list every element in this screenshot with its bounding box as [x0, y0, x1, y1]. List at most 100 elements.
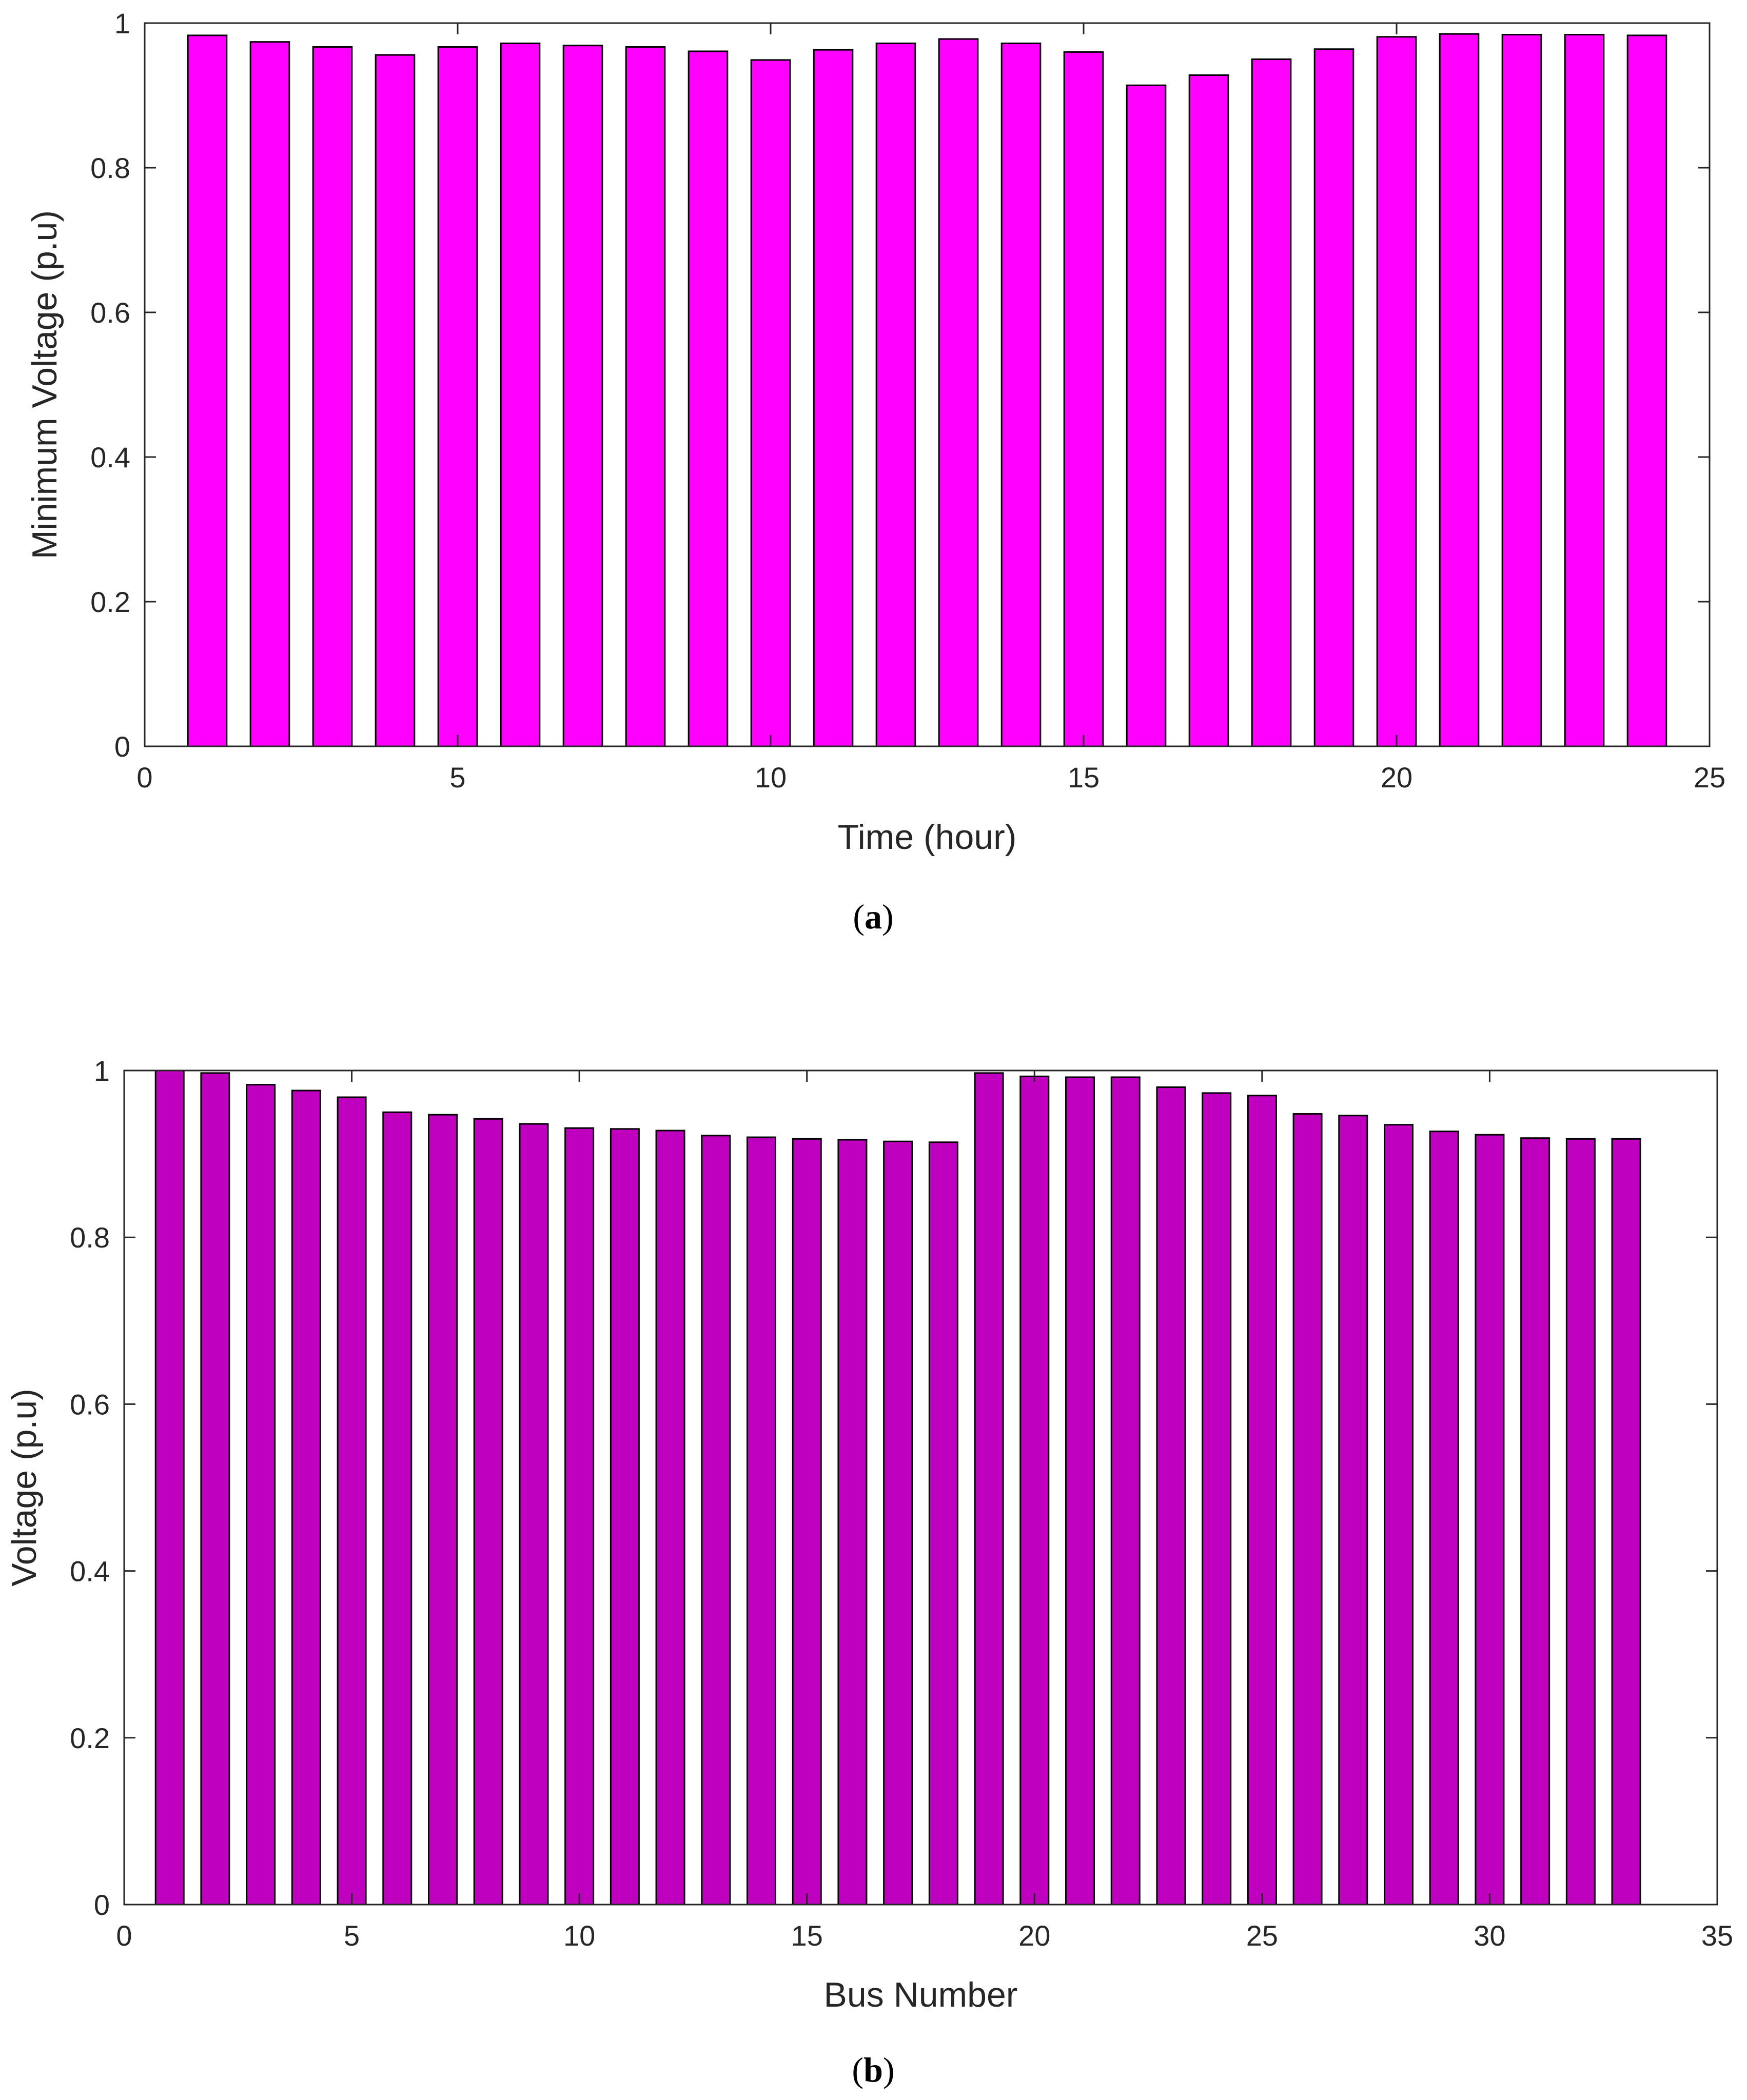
bar-b-18: [928, 1141, 958, 1906]
x-tick-label-b-30: 30: [1474, 1919, 1505, 1952]
y-tick-label-a-1: 0.2: [90, 586, 130, 618]
x-axis-label-b: Bus Number: [824, 1975, 1018, 2014]
bar-a-24: [1626, 34, 1667, 747]
bar-b-32: [1565, 1138, 1596, 1906]
y-tick-label-a-4: 0.8: [90, 152, 130, 184]
bar-a-11: [813, 49, 854, 747]
bar-a-12: [875, 42, 916, 747]
x-ticks-a: 0 5 10 15 20 25: [136, 23, 1725, 794]
bar-b-28: [1383, 1124, 1414, 1906]
x-tick-label-a-20: 20: [1381, 761, 1412, 794]
bar-b-31: [1520, 1137, 1550, 1906]
y-ticks-a: 0 0.2 0.4 0.6 0.8 1: [90, 7, 1710, 763]
x-tick-label-a-0: 0: [136, 761, 152, 794]
plot-box-a: [144, 22, 1711, 747]
y-tick-label-a-0: 0: [114, 730, 130, 763]
bar-b-25: [1247, 1095, 1277, 1906]
chart-panel-b: 0 5 10 15 20 25 30 35 0 0.2 0.4 0.6 0.8 1 Bus Number…: [5, 1055, 1733, 2089]
bar-b-24: [1202, 1092, 1232, 1906]
y-tick-label-b-2: 0.4: [70, 1555, 110, 1588]
x-tick-label-b-20: 20: [1018, 1919, 1050, 1952]
x-tick-label-b-10: 10: [563, 1919, 595, 1952]
bar-a-2: [249, 41, 290, 747]
x-tick-label-b-5: 5: [344, 1919, 360, 1952]
bar-a-4: [375, 54, 416, 747]
bar-b-22: [1110, 1076, 1141, 1906]
bar-b-33: [1611, 1138, 1641, 1906]
bar-a-22: [1501, 34, 1542, 747]
x-tick-label-b-15: 15: [791, 1919, 823, 1952]
bar-b-1: [154, 1069, 185, 1906]
plot-box-b: [123, 1069, 1718, 1906]
bar-b-7: [427, 1114, 458, 1906]
bar-a-15: [1063, 51, 1104, 747]
bar-b-20: [1019, 1075, 1050, 1906]
x-tick-label-a-25: 25: [1694, 761, 1725, 794]
bar-b-11: [610, 1128, 640, 1906]
caption-letter-a: a: [865, 897, 882, 936]
y-tick-label-b-3: 0.6: [70, 1388, 110, 1420]
bar-a-7: [562, 45, 603, 747]
y-tick-label-b-5: 1: [94, 1055, 110, 1087]
x-tick-label-b-35: 35: [1701, 1919, 1733, 1952]
bar-a-16: [1126, 84, 1167, 747]
y-ticks-b: 0 0.2 0.4 0.6 0.8 1: [70, 1055, 1717, 1921]
bar-a-18: [1251, 58, 1292, 747]
bar-b-26: [1292, 1113, 1323, 1906]
bar-a-8: [625, 46, 666, 747]
y-axis-label-b: Voltage (p.u): [5, 1389, 44, 1587]
bar-a-9: [688, 50, 729, 747]
bar-b-12: [655, 1130, 685, 1906]
x-tick-label-a-5: 5: [449, 761, 465, 794]
bar-a-21: [1439, 33, 1480, 747]
bar-b-4: [291, 1089, 321, 1906]
bar-b-6: [382, 1111, 413, 1906]
bar-a-14: [1000, 42, 1042, 747]
bar-b-16: [837, 1139, 868, 1906]
bar-b-8: [473, 1118, 503, 1906]
x-tick-label-a-15: 15: [1068, 761, 1100, 794]
y-axis-label-a: Minimum Voltage (p.u): [25, 210, 64, 559]
bar-a-10: [750, 59, 791, 747]
bar-b-9: [519, 1123, 549, 1906]
bar-b-29: [1429, 1131, 1459, 1906]
bar-a-1: [187, 34, 228, 747]
bar-a-23: [1564, 34, 1605, 747]
bars-a: [187, 33, 1667, 747]
bar-b-14: [746, 1136, 777, 1906]
y-tick-label-a-2: 0.4: [90, 441, 130, 473]
bar-a-20: [1376, 36, 1417, 747]
y-tick-label-a-3: 0.6: [90, 296, 130, 329]
y-tick-label-b-1: 0.2: [70, 1722, 110, 1754]
x-tick-label-a-10: 10: [755, 761, 787, 794]
y-tick-label-a-5: 1: [114, 7, 130, 39]
bar-a-6: [500, 42, 541, 747]
bar-a-3: [312, 46, 353, 747]
bar-b-2: [200, 1072, 230, 1906]
bar-b-27: [1338, 1115, 1368, 1906]
bar-b-3: [246, 1084, 276, 1906]
chart-panel-a: 0 5 10 15 20 25 0 0.2 0.4 0.6 0.8 1 Time (hour) Mi…: [25, 7, 1725, 936]
bar-a-17: [1188, 74, 1229, 747]
bar-b-30: [1475, 1134, 1505, 1906]
bar-b-13: [701, 1135, 731, 1906]
bar-b-10: [564, 1127, 595, 1906]
caption-b: (b): [852, 2050, 894, 2089]
bar-b-19: [974, 1072, 1004, 1906]
bar-b-23: [1156, 1086, 1186, 1906]
y-tick-label-b-0: 0: [94, 1889, 110, 1921]
x-tick-label-b-0: 0: [116, 1919, 132, 1952]
bar-b-15: [792, 1138, 822, 1906]
bar-b-21: [1065, 1076, 1095, 1906]
caption-letter-b: b: [863, 2050, 883, 2089]
caption-a: (a): [853, 897, 893, 936]
bar-b-17: [883, 1140, 913, 1906]
bars-b: [154, 1069, 1641, 1906]
bar-a-13: [938, 38, 979, 747]
x-ticks-b: 0 5 10 15 20 25 30 35: [116, 1071, 1733, 1952]
x-axis-label-a: Time (hour): [838, 818, 1017, 857]
bar-a-19: [1313, 48, 1355, 747]
bar-b-5: [337, 1096, 367, 1906]
y-tick-label-b-4: 0.8: [70, 1221, 110, 1254]
